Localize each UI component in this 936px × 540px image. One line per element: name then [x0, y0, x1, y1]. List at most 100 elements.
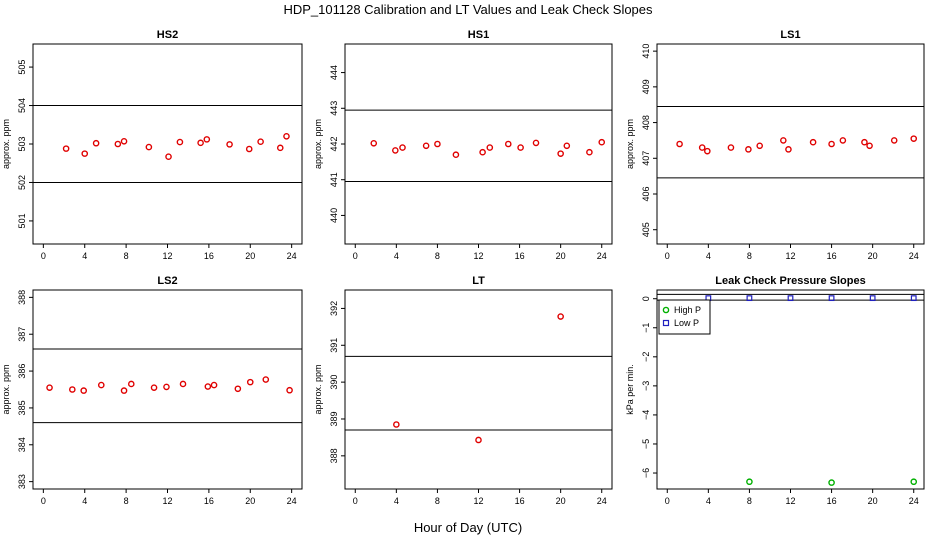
y-tick-label: −6 [641, 468, 651, 478]
data-point [869, 295, 876, 302]
y-tick-label: 408 [641, 115, 651, 130]
data-point [479, 148, 486, 156]
y-tick-label: 443 [329, 101, 339, 116]
data-point [910, 478, 918, 486]
plot-frame [656, 43, 925, 245]
data-point [746, 295, 753, 302]
data-point [46, 384, 53, 391]
panel-leak-check-pressure-slopes: Leak Check Pressure Slopes kPa per min. 0 4… [625, 275, 925, 506]
y-tick-label: −4 [641, 410, 651, 420]
y-tick-label: 384 [17, 437, 27, 452]
data-point [745, 146, 752, 153]
x-tick-label: 16 [515, 496, 525, 506]
y-tick-label: −3 [641, 381, 651, 391]
panel-title: LS1 [780, 29, 800, 41]
data-point [262, 376, 270, 383]
data-point [176, 138, 184, 146]
data-point [163, 383, 170, 391]
plot-frame [344, 43, 613, 245]
y-tick-label: 406 [641, 186, 651, 201]
data-point [81, 150, 89, 157]
data-point [828, 479, 835, 486]
data-point [756, 142, 763, 150]
x-tick-label: 8 [124, 251, 129, 261]
y-tick-label: 410 [641, 44, 651, 59]
data-point [204, 383, 212, 390]
x-tick-label: 4 [394, 251, 399, 261]
x-tick-label: 12 [785, 496, 795, 506]
data-point [370, 139, 378, 147]
x-tick-label: 24 [287, 251, 297, 261]
x-tick-label: 0 [665, 496, 670, 506]
y-tick-label: 386 [17, 364, 27, 379]
y-tick-label: 388 [17, 290, 27, 305]
x-tick-label: 20 [245, 251, 255, 261]
x-tick-label: 0 [41, 251, 46, 261]
data-point [785, 146, 792, 153]
data-point [422, 142, 430, 150]
data-point [434, 140, 441, 148]
y-tick-label: 505 [17, 60, 27, 75]
x-tick-label: 16 [827, 251, 837, 261]
data-point [746, 478, 753, 486]
panel-title: Leak Check Pressure Slopes [715, 275, 865, 287]
data-point [704, 147, 711, 155]
data-point [283, 133, 290, 140]
panel-title: HS1 [468, 29, 489, 41]
y-tick-label: 0 [641, 296, 651, 301]
data-point [910, 135, 918, 142]
data-point [226, 141, 233, 148]
panel-ls1: LS1 approx. ppm 0 4 8 12 16 20 24 405 406 407 408 409… [625, 29, 925, 261]
data-point [839, 137, 847, 144]
y-tick-label: 392 [329, 301, 339, 316]
data-point [586, 148, 593, 156]
y-tick-label: 407 [641, 151, 651, 166]
data-point [517, 144, 524, 151]
x-tick-label: 0 [665, 251, 670, 261]
plot-frame [344, 289, 613, 490]
panel-ls2: LS2 approx. ppm 0 4 8 12 16 20 24 383 384 385 386 387… [1, 275, 303, 506]
x-tick-label: 12 [162, 496, 172, 506]
y-tick-label: 502 [17, 175, 27, 190]
data-point [234, 385, 242, 393]
panel-title: LT [472, 275, 485, 287]
data-point [286, 386, 293, 394]
x-tick-label: 0 [41, 496, 46, 506]
legend-box [658, 299, 711, 335]
data-point [69, 386, 76, 393]
data-point [828, 140, 835, 148]
legend-label: Low P [674, 318, 699, 328]
x-tick-label: 8 [747, 496, 752, 506]
y-tick-label: 441 [329, 172, 339, 187]
x-tick-label: 24 [909, 251, 919, 261]
y-tick-label: 387 [17, 327, 27, 342]
data-point [179, 380, 187, 388]
y-tick-label: −1 [641, 323, 651, 333]
y-tick-label: −2 [641, 352, 651, 362]
y-tick-label: 383 [17, 474, 27, 489]
data-point [114, 140, 122, 148]
y-tick-label: 390 [329, 375, 339, 390]
x-tick-label: 8 [435, 496, 440, 506]
x-tick-label: 16 [204, 496, 214, 506]
data-point [698, 144, 706, 151]
y-tick-label: 388 [329, 448, 339, 463]
data-point [890, 137, 898, 144]
x-tick-label: 12 [473, 251, 483, 261]
y-tick-label: 389 [329, 411, 339, 426]
data-point [245, 145, 253, 153]
data-point [399, 144, 406, 151]
data-point [780, 137, 787, 144]
x-tick-label: 20 [556, 496, 566, 506]
x-tick-label: 20 [556, 251, 566, 261]
y-tick-label: 504 [17, 98, 27, 113]
data-point [257, 138, 264, 145]
y-axis-label: approx. ppm [1, 364, 11, 414]
x-tick-label: 12 [473, 496, 483, 506]
data-point [276, 144, 284, 152]
y-axis-label: kPa per min. [625, 364, 635, 415]
x-tick-label: 24 [597, 251, 607, 261]
data-point [120, 138, 128, 145]
data-point [475, 436, 482, 444]
